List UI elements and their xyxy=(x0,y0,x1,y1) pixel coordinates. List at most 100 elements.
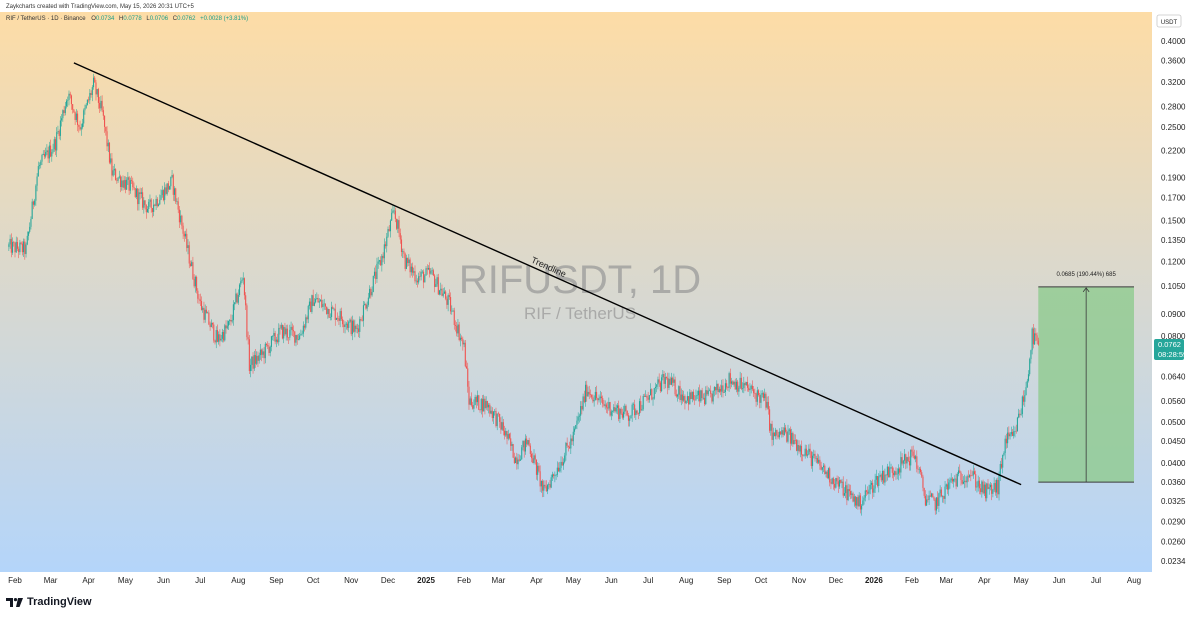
candle-body xyxy=(783,427,785,436)
candle-body xyxy=(740,377,742,389)
candle-body xyxy=(332,307,334,309)
candle-body xyxy=(24,241,26,255)
x-tick-label: Jun xyxy=(605,576,618,585)
candle-body xyxy=(286,328,288,338)
candle-body xyxy=(200,301,203,310)
candle-body xyxy=(773,432,776,437)
candle-body xyxy=(522,440,524,448)
candle-body xyxy=(138,192,140,205)
candle-body xyxy=(996,479,998,493)
candle-body xyxy=(1018,413,1020,418)
candle-body xyxy=(468,386,470,405)
candle-body xyxy=(73,109,75,113)
candle-body xyxy=(830,482,832,484)
candle-body xyxy=(301,333,303,335)
candle-body xyxy=(984,484,987,499)
candle-body xyxy=(754,393,756,394)
currency-badge[interactable]: USDT xyxy=(1156,14,1182,28)
candle-body xyxy=(189,263,192,266)
candle-body xyxy=(613,407,615,412)
x-tick-label: Aug xyxy=(679,576,693,585)
candle-body xyxy=(889,467,891,478)
candle-body xyxy=(58,131,60,136)
candle-body xyxy=(631,404,633,416)
x-tick-label: 2026 xyxy=(865,576,883,585)
tradingview-brand[interactable]: TradingView xyxy=(6,596,92,608)
candle-body xyxy=(619,408,621,419)
candle-body xyxy=(265,343,268,346)
x-tick-label: Aug xyxy=(231,576,245,585)
candle-body xyxy=(340,311,342,320)
candle-body xyxy=(749,389,751,391)
candle-body xyxy=(760,394,762,403)
candle-body xyxy=(685,400,687,404)
candle-body xyxy=(183,233,185,237)
candle-body xyxy=(526,438,528,445)
candle-body xyxy=(148,201,150,209)
candle-body xyxy=(371,291,373,296)
candle-body xyxy=(546,484,549,492)
measure-layer[interactable]: 0.0685 (190.44%) 685 xyxy=(1038,272,1134,483)
candle-body xyxy=(906,457,908,464)
candle-body xyxy=(886,466,888,476)
candle-body xyxy=(512,444,514,458)
candle-body xyxy=(593,399,595,402)
candle-body xyxy=(510,438,512,446)
current-price-value: 0.0762 xyxy=(1158,340,1181,349)
candle-body xyxy=(919,468,922,473)
candle-body xyxy=(342,319,344,325)
candle-body xyxy=(445,291,447,299)
candle-body xyxy=(1002,454,1004,468)
candle-body xyxy=(665,377,668,378)
candle-body xyxy=(951,478,953,482)
candle-body xyxy=(654,386,657,389)
candle-body xyxy=(1025,387,1027,396)
price-axis-background xyxy=(1152,12,1200,572)
x-tick-label: Sep xyxy=(269,576,284,585)
candle-body xyxy=(915,456,917,459)
candle-body xyxy=(701,390,703,399)
candle-body xyxy=(127,177,129,180)
candle-body xyxy=(605,404,607,408)
y-axis: 0.4000 0.3600 0.3200 0.2800 0.2500 0.2200 0.19… xyxy=(1161,37,1186,566)
candle-body xyxy=(324,303,326,307)
candle-body xyxy=(155,198,157,206)
candle-body xyxy=(47,150,49,159)
candle-body xyxy=(267,345,269,347)
candle-body xyxy=(285,328,287,335)
candle-body xyxy=(538,465,540,472)
candle-body xyxy=(275,339,277,342)
candle-body xyxy=(1035,333,1037,336)
candle-body xyxy=(456,325,458,334)
candle-body xyxy=(986,483,988,499)
candle-body xyxy=(104,115,106,127)
candle-body xyxy=(231,320,233,322)
candle-body xyxy=(361,320,363,321)
x-tick-label: Sep xyxy=(717,576,732,585)
candle-body xyxy=(70,95,72,105)
candle-body xyxy=(53,139,55,150)
candle-body xyxy=(896,473,898,475)
candle-body xyxy=(950,478,952,480)
candle-body xyxy=(506,430,508,439)
candle-body xyxy=(989,484,991,488)
candle-body xyxy=(803,455,805,457)
candle-body xyxy=(932,493,934,498)
candle-body xyxy=(924,495,926,506)
candle-body xyxy=(63,110,65,114)
candle-body xyxy=(528,440,530,446)
candle-body xyxy=(1026,380,1028,388)
candle-body xyxy=(723,391,725,393)
candle-body xyxy=(377,261,379,264)
candle-body xyxy=(597,398,599,401)
candle-body xyxy=(921,472,923,477)
candle-body xyxy=(946,484,949,490)
candle-body xyxy=(945,484,947,487)
y-tick-label: 0.1700 xyxy=(1161,194,1186,203)
candle-body xyxy=(515,457,517,464)
candle-body xyxy=(327,309,329,314)
x-tick-label: May xyxy=(566,576,581,585)
candle-body xyxy=(145,205,147,213)
candle-body xyxy=(778,431,780,438)
